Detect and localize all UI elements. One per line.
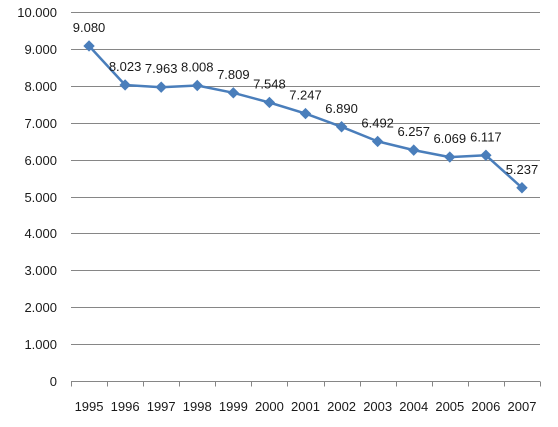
x-tick-label: 2002 [327,399,356,414]
y-tick-label: 1.000 [24,337,57,352]
data-point-marker [263,96,276,109]
data-label: 6.890 [325,101,358,116]
x-tick-label: 2007 [508,399,537,414]
x-tick-label: 2003 [363,399,392,414]
data-point-marker [227,87,240,99]
data-label: 7.809 [217,67,250,82]
data-label: 5.237 [506,162,539,177]
data-point-marker [408,144,420,156]
x-tick-label: 2004 [399,399,428,414]
y-tick-label: 0 [50,374,57,389]
y-tick-label: 4.000 [24,226,57,241]
x-axis: 1995 1996 1997 1998 1999 2000 2001 2002 2003 2004… [71,381,541,414]
data-label: 8.008 [181,60,214,75]
data-label: 7.247 [289,88,322,103]
x-tick-label: 2000 [255,399,284,414]
data-label: 8.023 [109,59,142,74]
data-point-marker [480,149,492,161]
data-label: 6.257 [397,124,430,139]
y-tick-label: 8.000 [24,79,57,94]
y-axis: 0 1.000 2.000 3.000 4.000 5.000 6.000 7.000 8.00… [17,5,57,389]
data-point-marker [155,81,167,93]
x-tick-label: 2006 [471,399,500,414]
x-tick-label: 2001 [291,399,320,414]
y-tick-label: 7.000 [24,116,57,131]
data-point-marker [335,121,348,133]
x-tick-label: 1998 [183,399,212,414]
y-tick-label: 10.000 [17,5,57,20]
x-tick-label: 2005 [435,399,464,414]
data-label: 6.492 [361,115,394,130]
data-point-marker [371,135,384,148]
y-tick-label: 2.000 [24,300,57,315]
x-tick-label: 1997 [147,399,176,414]
x-tick-label: 1999 [219,399,248,414]
y-tick-label: 5.000 [24,190,57,205]
series-plot [83,40,528,194]
y-tick-label: 3.000 [24,263,57,278]
gridlines [71,12,540,345]
x-tick-label: 1996 [111,399,140,414]
data-point-marker [191,79,203,92]
data-point-marker [119,79,131,91]
x-tick-label: 1995 [75,399,104,414]
y-tick-label: 9.000 [24,42,57,57]
data-labels: 9.080 8.023 7.963 8.008 7.8097.5487.2476.890… [73,20,538,177]
data-point-marker [516,182,528,194]
data-point-marker [299,107,312,120]
data-label: 7.548 [253,76,286,91]
data-label: 9.080 [73,20,106,35]
data-point-marker [83,40,95,52]
data-label: 6.117 [470,129,502,144]
data-label: 6.069 [434,131,467,146]
data-point-marker [444,151,456,163]
data-label: 7.963 [145,61,178,76]
y-tick-label: 6.000 [24,153,57,168]
